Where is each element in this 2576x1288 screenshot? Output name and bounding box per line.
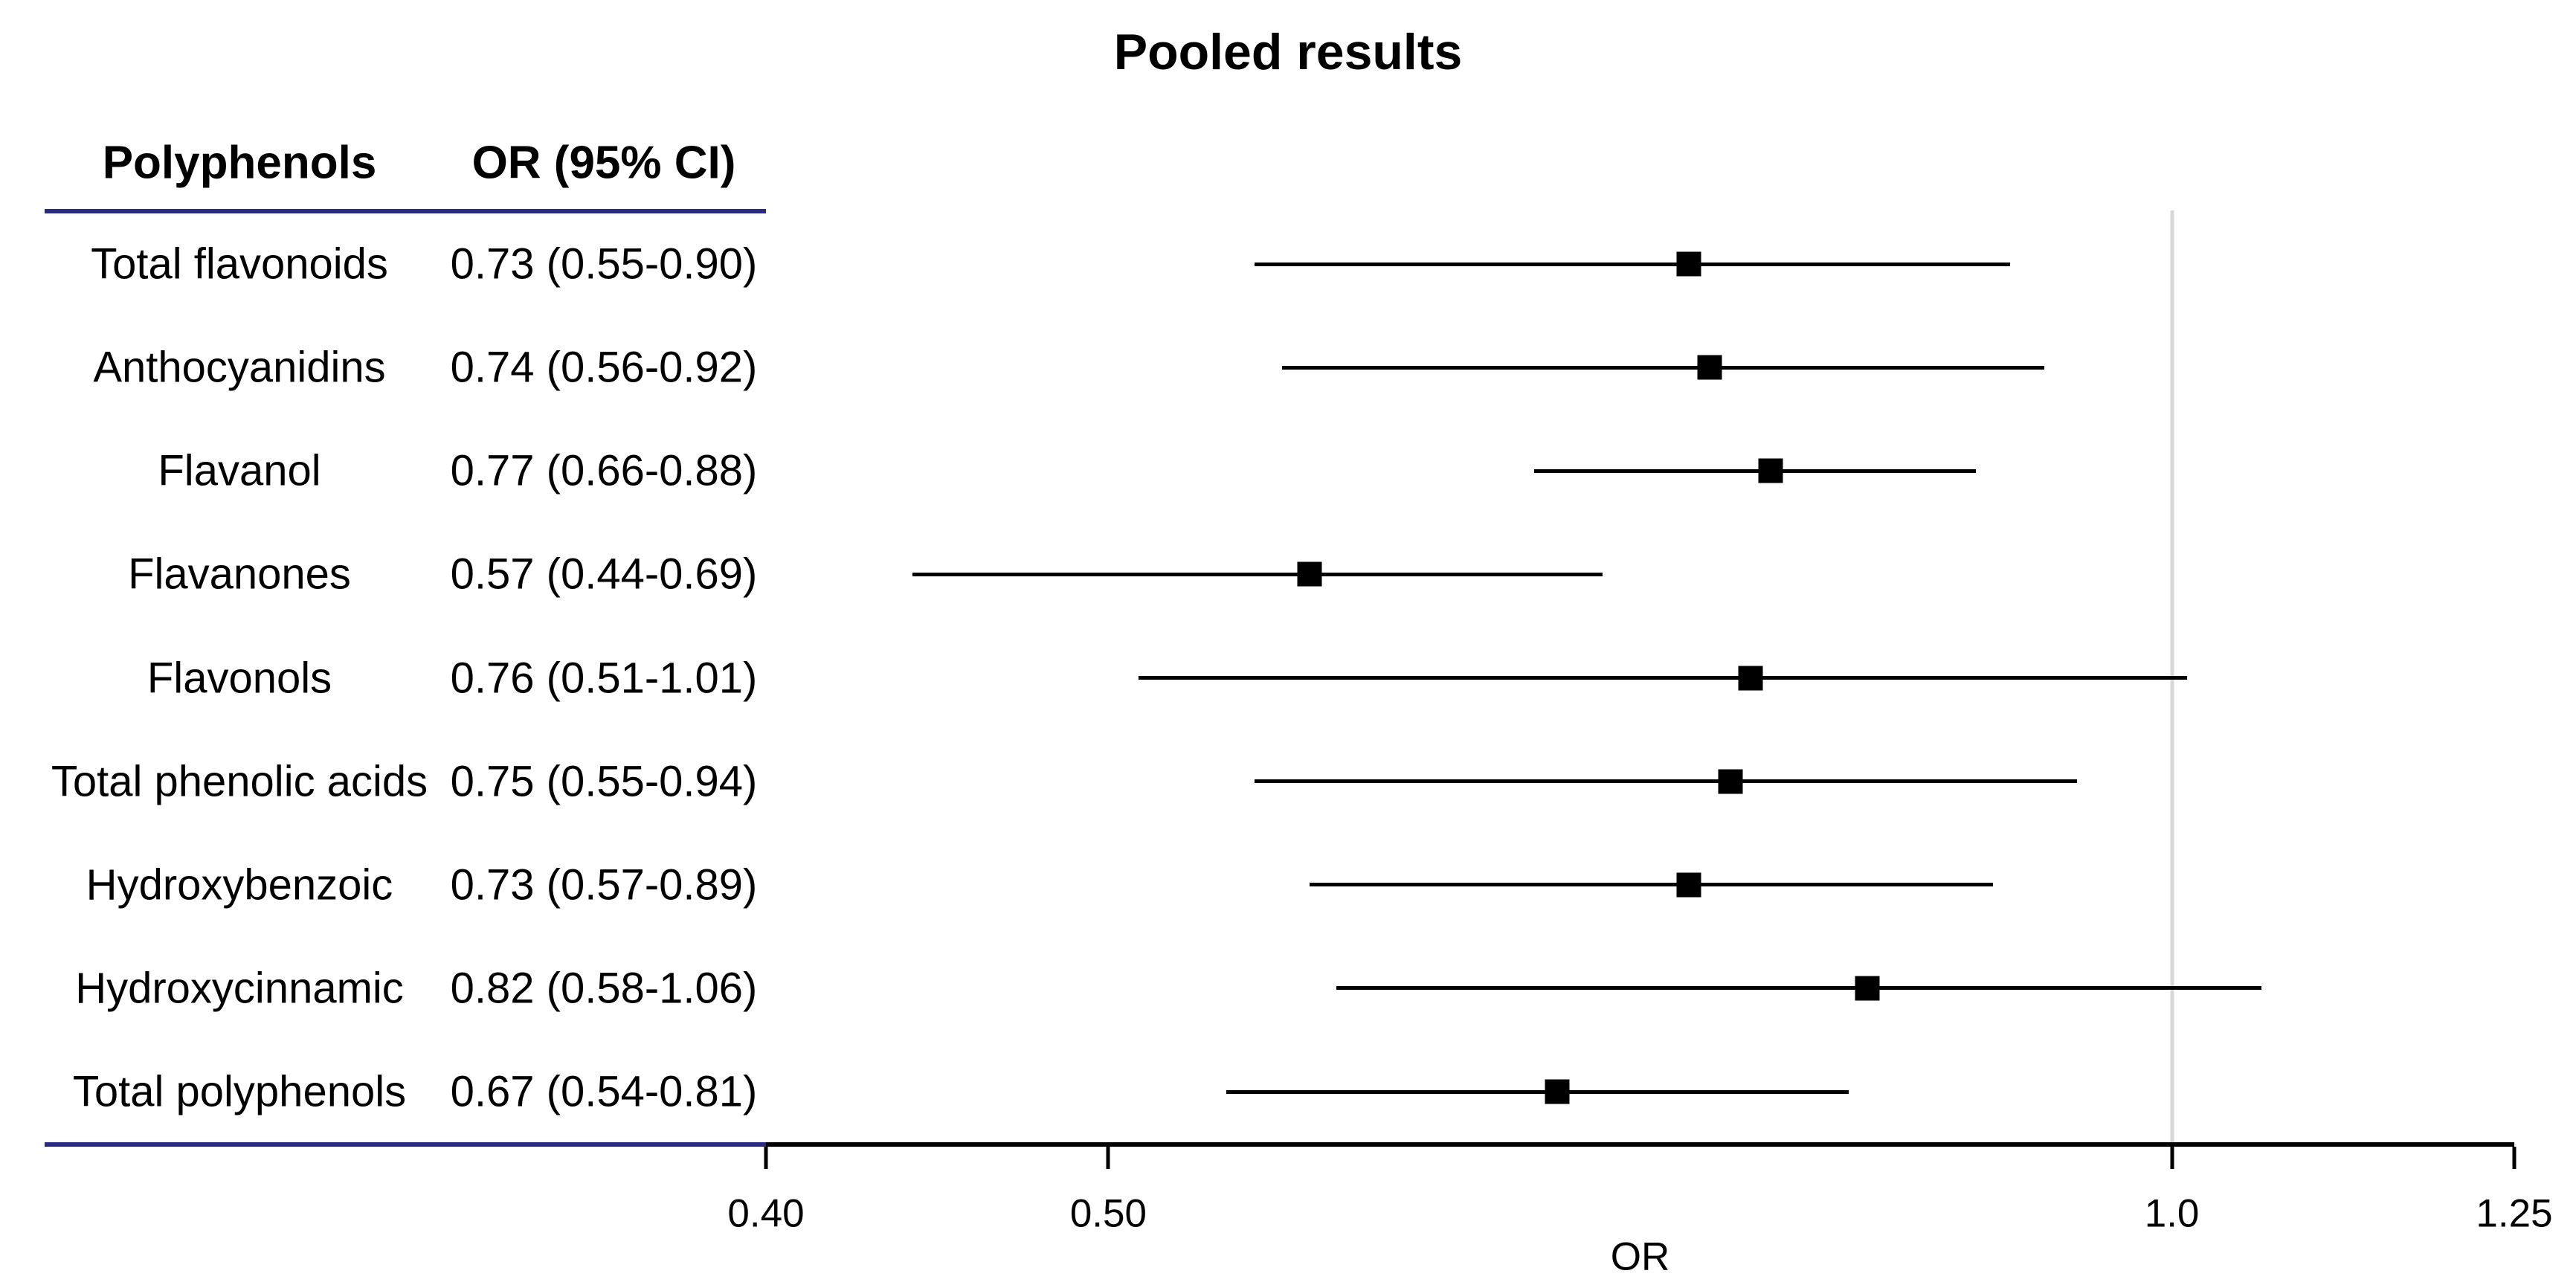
row-or-ci-value: 0.73 (0.55-0.90): [450, 239, 758, 289]
point-estimate-marker: [1545, 1079, 1570, 1104]
point-estimate-marker: [1758, 458, 1783, 483]
x-axis-tick-label: 1.0: [2144, 1191, 2200, 1236]
confidence-interval-line: [1282, 365, 2044, 370]
row-or-ci-value: 0.77 (0.66-0.88): [450, 446, 758, 495]
point-estimate-marker: [1297, 561, 1322, 587]
header-separator-line: [45, 209, 766, 213]
table-bottom-line: [45, 1142, 766, 1147]
x-axis-tick-label: 0.50: [1069, 1191, 1147, 1236]
confidence-interval-line: [1139, 676, 2188, 680]
x-axis-tick-label: 1.25: [2476, 1191, 2553, 1236]
confidence-interval-line: [1255, 779, 2077, 784]
row-label: Hydroxycinnamic: [75, 964, 404, 1013]
confidence-interval-line: [912, 572, 1603, 576]
row-label: Anthocyanidins: [93, 343, 386, 392]
x-axis-tick: [2512, 1147, 2517, 1169]
row-label: Flavonols: [146, 654, 332, 702]
row-or-ci-value: 0.57 (0.44-0.69): [450, 550, 758, 599]
point-estimate-marker: [1676, 872, 1701, 898]
column-header-polyphenols: Polyphenols: [102, 137, 377, 189]
point-estimate-marker: [1718, 769, 1743, 794]
point-estimate-marker: [1738, 666, 1763, 690]
confidence-interval-line: [1534, 468, 1976, 473]
x-axis-tick: [1106, 1147, 1110, 1169]
row-or-ci-value: 0.73 (0.57-0.89): [450, 860, 758, 909]
x-axis-line: [766, 1142, 2514, 1147]
point-estimate-marker: [1855, 976, 1880, 1001]
row-label: Hydroxybenzoic: [86, 860, 393, 909]
row-label: Flavanol: [158, 446, 321, 495]
chart-title: Pooled results: [1113, 24, 1463, 80]
row-or-ci-value: 0.74 (0.56-0.92): [450, 343, 758, 392]
confidence-interval-line: [1226, 1089, 1849, 1094]
x-axis-label: OR: [1610, 1234, 1670, 1279]
confidence-interval-line: [1255, 262, 2011, 266]
x-axis-tick: [764, 1147, 768, 1169]
x-axis-tick-label: 0.40: [727, 1191, 805, 1236]
row-label: Total flavonoids: [91, 239, 388, 289]
row-label: Total phenolic acids: [51, 757, 428, 806]
row-or-ci-value: 0.67 (0.54-0.81): [450, 1067, 758, 1116]
point-estimate-marker: [1697, 355, 1722, 380]
column-header-or-ci: OR (95% CI): [471, 137, 736, 189]
x-axis-tick: [2170, 1147, 2174, 1169]
point-estimate-marker: [1676, 251, 1701, 277]
row-or-ci-value: 0.76 (0.51-1.01): [450, 654, 758, 702]
row-or-ci-value: 0.75 (0.55-0.94): [450, 757, 758, 806]
row-label: Total polyphenols: [72, 1067, 407, 1116]
confidence-interval-line: [1336, 986, 2261, 991]
row-or-ci-value: 0.82 (0.58-1.06): [450, 964, 758, 1013]
row-label: Flavanones: [128, 550, 351, 599]
confidence-interval-line: [1309, 883, 1994, 887]
